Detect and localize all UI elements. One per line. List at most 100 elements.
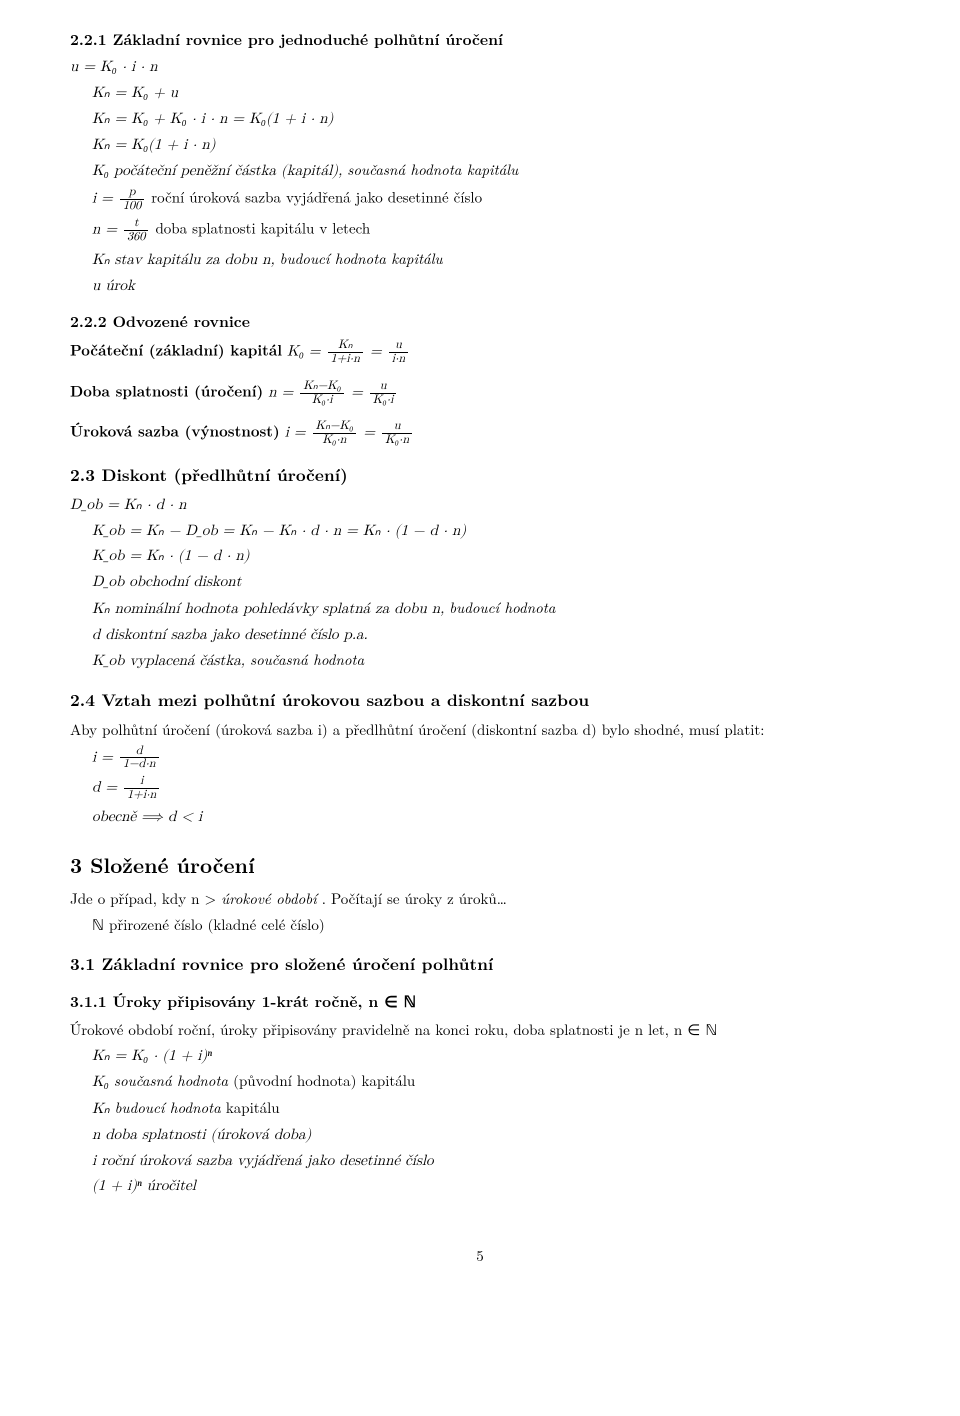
text: kapitálu bbox=[226, 1097, 280, 1118]
desc-line: n doba splatnosti (úroková doba) bbox=[92, 1124, 890, 1146]
text: K_ob vyplacená částka, bbox=[92, 653, 250, 668]
desc-line: D_ob obchodní diskont bbox=[92, 571, 890, 593]
frac-den: K₀·i bbox=[300, 393, 344, 407]
frac-den: 1+i·n bbox=[124, 788, 159, 802]
desc-line: i roční úroková sazba vyjádřená jako des… bbox=[92, 1150, 890, 1172]
text: (původní hodnota) kapitálu bbox=[233, 1070, 415, 1091]
text-italic: současná hodnota bbox=[114, 1070, 228, 1091]
desc-line: d diskontní sazba jako desetinné číslo p… bbox=[92, 624, 890, 646]
eq: Kₙ = K₀(1 + i · n) bbox=[92, 134, 890, 156]
text: n = bbox=[92, 222, 122, 237]
derived-line: Počáteční (základní) kapitál K₀ = Kₙ1+i·… bbox=[70, 339, 890, 366]
eq: u = K₀ · i · n bbox=[70, 56, 890, 78]
fraction: Kₙ1+i·n bbox=[328, 339, 363, 366]
label: Úroková sazba (výnostnost) bbox=[70, 421, 280, 442]
desc-line: obecně ⟹ d < i bbox=[92, 806, 890, 828]
eq: D_ob = Kₙ · d · n bbox=[70, 494, 890, 516]
frac-den: K₀·n bbox=[313, 433, 357, 447]
paragraph: Jde o případ, kdy n > úrokové období . P… bbox=[70, 888, 890, 910]
fraction: i1+i·n bbox=[124, 775, 159, 802]
frac-num: u bbox=[370, 380, 397, 393]
frac-num: t bbox=[124, 217, 148, 230]
label: Počáteční (základní) kapitál bbox=[70, 339, 282, 360]
frac-num: p bbox=[120, 186, 144, 199]
eq: Kₙ = K₀ + u bbox=[92, 82, 890, 104]
heading-3: 3 Složené úročení bbox=[70, 850, 890, 880]
desc-line: K₀ počáteční peněžní částka (kapitál), s… bbox=[92, 159, 890, 182]
frac-den: 1−d·n bbox=[120, 757, 159, 771]
desc-line: K₀ současná hodnota (původní hodnota) ka… bbox=[92, 1070, 890, 1093]
text: K₀ počáteční peněžní částka (kapitál), bbox=[92, 163, 347, 178]
fraction: p100 bbox=[120, 186, 144, 213]
heading-2-3: 2.3 Diskont (předlhůtní úročení) bbox=[70, 463, 890, 488]
fraction: Kₙ−K₀K₀·n bbox=[313, 420, 357, 447]
paragraph: Úrokové období roční, úroky připisovány … bbox=[70, 1019, 890, 1041]
frac-num: Kₙ bbox=[328, 339, 363, 352]
text: K₀ bbox=[92, 1074, 114, 1089]
text-italic: budoucí hodnota kapitálu bbox=[280, 248, 443, 269]
fraction: uK₀·i bbox=[370, 380, 397, 407]
fraction: Kₙ−K₀K₀·i bbox=[300, 380, 344, 407]
text: Kₙ bbox=[92, 1101, 115, 1116]
eq-line: d = i1+i·n bbox=[92, 775, 890, 802]
desc-line: Kₙ nominální hodnota pohledávky splatná … bbox=[92, 597, 890, 620]
heading-2-2-1: 2.2.1 Základní rovnice pro jednoduché po… bbox=[70, 28, 890, 50]
text-italic: současná hodnota bbox=[250, 649, 364, 670]
eq: Kₙ = K₀ + K₀ · i · n = K₀(1 + i · n) bbox=[92, 108, 890, 130]
eq-part: i = bbox=[285, 425, 311, 440]
eq-part: = bbox=[370, 343, 387, 358]
text: Kₙ stav kapitálu za dobu n, bbox=[92, 252, 280, 267]
heading-2-2-2: 2.2.2 Odvozené rovnice bbox=[70, 310, 890, 332]
eq-line: i = d1−d·n bbox=[92, 745, 890, 772]
frac-num: Kₙ−K₀ bbox=[313, 420, 357, 433]
eq: Kₙ = K₀ · (1 + i)ⁿ bbox=[92, 1045, 890, 1067]
fraction: t360 bbox=[124, 217, 148, 244]
frac-num: Kₙ−K₀ bbox=[300, 380, 344, 393]
frac-num: d bbox=[120, 745, 159, 758]
paragraph: Aby polhůtní úročení (úroková sazba i) a… bbox=[70, 719, 890, 741]
text: i = bbox=[92, 749, 118, 764]
text: d = bbox=[92, 780, 122, 795]
frac-num: u bbox=[382, 420, 412, 433]
derived-line: Úroková sazba (výnostnost) i = Kₙ−K₀K₀·n… bbox=[70, 420, 890, 447]
text: i = bbox=[92, 191, 118, 206]
frac-num: i bbox=[124, 775, 159, 788]
text: Kₙ nominální hodnota pohledávky splatná … bbox=[92, 601, 449, 616]
heading-3-1: 3.1 Základní rovnice pro složené úročení… bbox=[70, 952, 890, 977]
text-italic: současná hodnota kapitálu bbox=[347, 159, 518, 180]
frac-den: 1+i·n bbox=[328, 352, 363, 366]
text-italic: budoucí hodnota bbox=[115, 1097, 221, 1118]
label: Doba splatnosti (úročení) bbox=[70, 380, 263, 401]
derived-line: Doba splatnosti (úročení) n = Kₙ−K₀K₀·i … bbox=[70, 380, 890, 407]
desc-line: Kₙ budoucí hodnota kapitálu bbox=[92, 1097, 890, 1120]
page-number: 5 bbox=[70, 1245, 890, 1267]
text-italic: úrokové období bbox=[221, 888, 317, 909]
eq-part: K₀ = bbox=[287, 343, 326, 358]
heading-3-1-1: 3.1.1 Úroky připisovány 1-krát ročně, n … bbox=[70, 990, 890, 1012]
frac-den: 360 bbox=[124, 230, 148, 244]
desc-line: (1 + i)ⁿ úročitel bbox=[92, 1175, 890, 1197]
text: roční úroková sazba vyjádřená jako deset… bbox=[151, 187, 482, 208]
frac-den: 100 bbox=[120, 199, 144, 213]
frac-den: i·n bbox=[389, 352, 409, 366]
desc-line: K_ob vyplacená částka, současná hodnota bbox=[92, 649, 890, 672]
fraction: d1−d·n bbox=[120, 745, 159, 772]
eq-part: = bbox=[351, 384, 368, 399]
frac-den: K₀·n bbox=[382, 433, 412, 447]
desc-line: ℕ přirozené číslo (kladné celé číslo) bbox=[70, 914, 890, 936]
text-italic: budoucí hodnota bbox=[449, 597, 555, 618]
eq-part: = bbox=[363, 425, 380, 440]
fraction: ui·n bbox=[389, 339, 409, 366]
desc-line: n = t360 doba splatnosti kapitálu v lete… bbox=[92, 217, 890, 244]
frac-num: u bbox=[389, 339, 409, 352]
desc-line: u úrok bbox=[92, 275, 890, 297]
desc-line: i = p100 roční úroková sazba vyjádřená j… bbox=[92, 186, 890, 213]
eq: K_ob = Kₙ − D_ob = Kₙ − Kₙ · d · n = Kₙ … bbox=[92, 520, 890, 542]
text: doba splatnosti kapitálu v letech bbox=[155, 218, 370, 239]
text: Jde o případ, kdy n > bbox=[70, 888, 221, 909]
desc-line: Kₙ stav kapitálu za dobu n, budoucí hodn… bbox=[92, 248, 890, 271]
eq-part: n = bbox=[268, 384, 298, 399]
fraction: uK₀·n bbox=[382, 420, 412, 447]
frac-den: K₀·i bbox=[370, 393, 397, 407]
heading-2-4: 2.4 Vztah mezi polhůtní úrokovou sazbou … bbox=[70, 688, 890, 713]
